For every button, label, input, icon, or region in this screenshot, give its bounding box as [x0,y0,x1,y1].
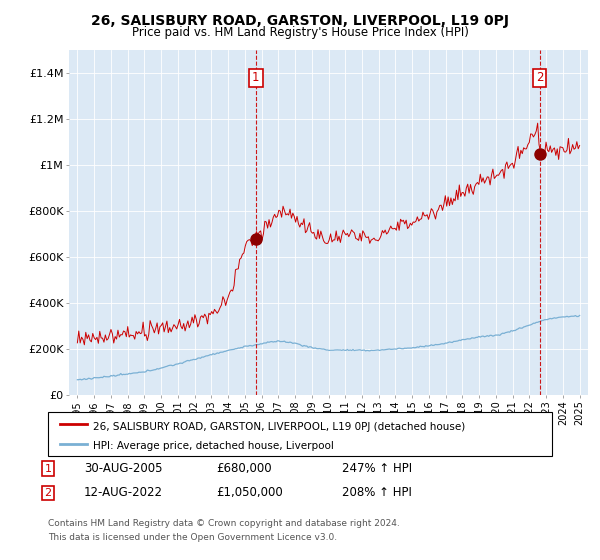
Text: Contains HM Land Registry data © Crown copyright and database right 2024.: Contains HM Land Registry data © Crown c… [48,519,400,528]
Text: 26, SALISBURY ROAD, GARSTON, LIVERPOOL, L19 0PJ (detached house): 26, SALISBURY ROAD, GARSTON, LIVERPOOL, … [93,422,465,432]
Text: 2: 2 [536,72,544,85]
Text: 208% ↑ HPI: 208% ↑ HPI [342,486,412,500]
Text: Price paid vs. HM Land Registry's House Price Index (HPI): Price paid vs. HM Land Registry's House … [131,26,469,39]
Text: 247% ↑ HPI: 247% ↑ HPI [342,462,412,475]
Text: 1: 1 [252,72,260,85]
Text: 1: 1 [44,464,52,474]
Text: 2: 2 [44,488,52,498]
Text: 30-AUG-2005: 30-AUG-2005 [84,462,163,475]
Text: This data is licensed under the Open Government Licence v3.0.: This data is licensed under the Open Gov… [48,533,337,542]
Text: 26, SALISBURY ROAD, GARSTON, LIVERPOOL, L19 0PJ: 26, SALISBURY ROAD, GARSTON, LIVERPOOL, … [91,14,509,28]
Text: HPI: Average price, detached house, Liverpool: HPI: Average price, detached house, Live… [93,441,334,451]
Text: £680,000: £680,000 [216,462,272,475]
Text: £1,050,000: £1,050,000 [216,486,283,500]
Text: 12-AUG-2022: 12-AUG-2022 [84,486,163,500]
